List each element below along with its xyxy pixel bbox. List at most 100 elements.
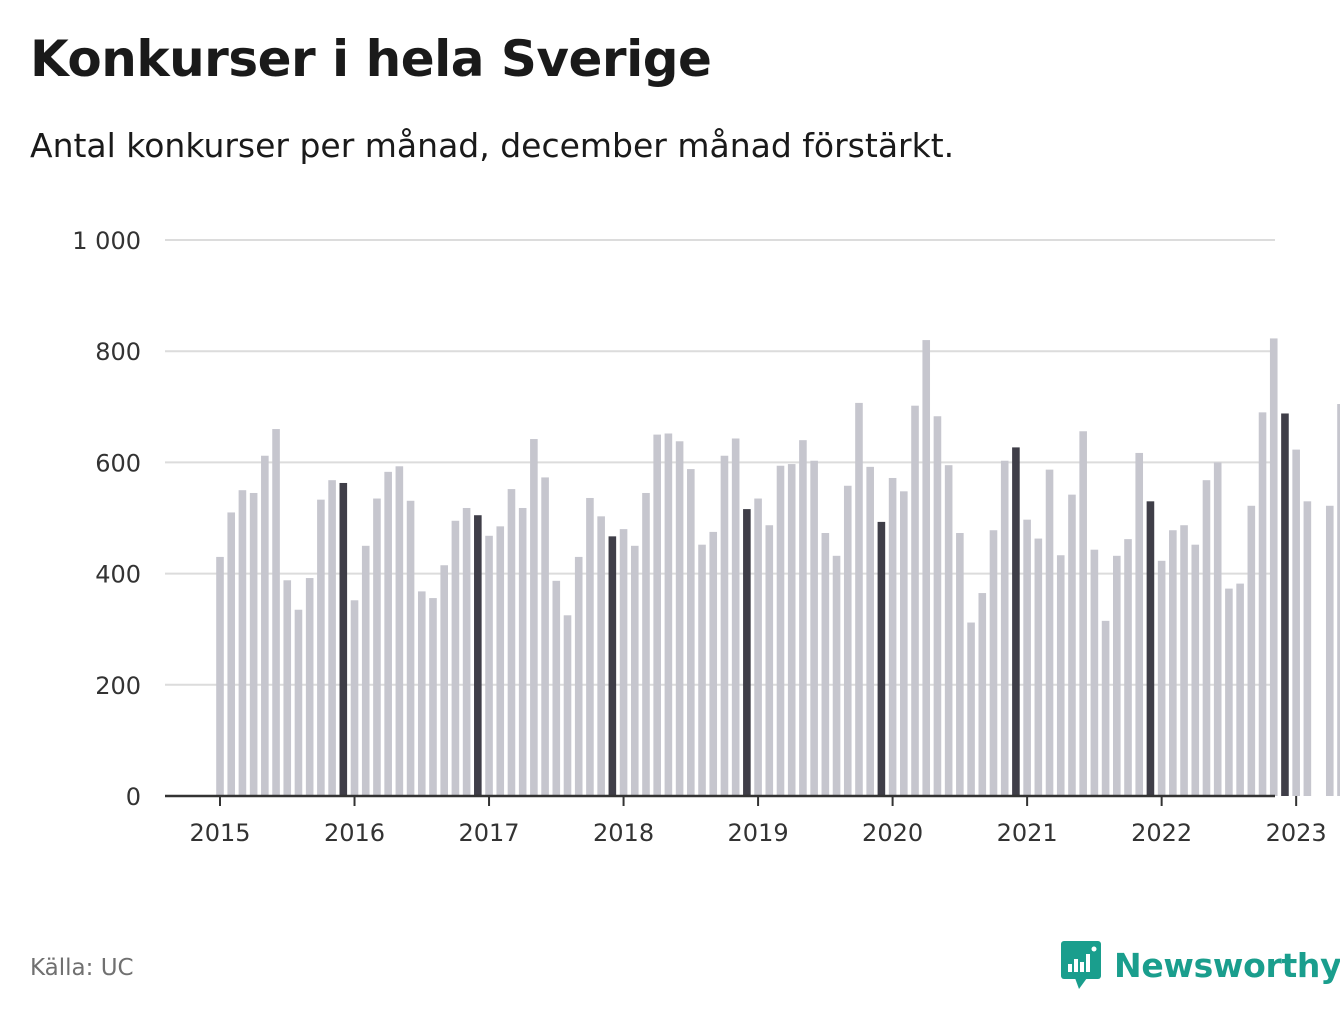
- bar: [485, 535, 493, 796]
- bar: [227, 512, 236, 796]
- x-tick-label: 2018: [593, 819, 654, 847]
- bar-december: [743, 509, 751, 796]
- x-tick-label: 2021: [997, 819, 1058, 847]
- bar: [709, 531, 718, 796]
- bar: [1258, 412, 1267, 796]
- bar: [597, 516, 605, 796]
- bar: [238, 490, 247, 796]
- bar: [1124, 539, 1132, 796]
- bar: [1180, 525, 1188, 796]
- bar: [361, 545, 370, 796]
- bar-december: [608, 536, 617, 796]
- bar: [967, 622, 975, 796]
- bar: [922, 340, 931, 796]
- bar: [619, 529, 628, 796]
- bar: [1056, 555, 1065, 796]
- bar: [787, 464, 796, 796]
- bar: [687, 469, 695, 796]
- bar-december: [1281, 413, 1289, 796]
- bar-december: [1146, 501, 1155, 796]
- bar: [765, 525, 774, 796]
- bar: [1101, 620, 1110, 796]
- bar: [956, 533, 964, 796]
- bar: [1225, 588, 1233, 796]
- bar: [989, 530, 998, 796]
- source-note: Källa: UC: [30, 955, 134, 981]
- bar: [429, 598, 437, 796]
- y-tick-label: 400: [95, 561, 141, 589]
- brand-name: Newsworthy: [1114, 945, 1340, 985]
- bar: [1034, 538, 1043, 796]
- bar: [496, 526, 505, 796]
- bar: [1191, 544, 1200, 796]
- bar: [978, 593, 987, 796]
- bar: [664, 433, 673, 796]
- bar: [888, 477, 897, 796]
- bar: [563, 615, 572, 796]
- bar: [395, 466, 404, 796]
- bar: [249, 492, 258, 796]
- bar: [653, 434, 661, 796]
- x-tick-label: 2022: [1131, 819, 1192, 847]
- bar: [328, 480, 336, 796]
- bar-chart: 0 200 400 600 800 1 000 2015 2016 2017 2018 2019 20…: [72, 227, 1340, 847]
- bar: [530, 439, 538, 796]
- bar-december: [339, 482, 348, 796]
- y-tick-label: 800: [95, 338, 141, 366]
- bar: [574, 556, 583, 796]
- bar: [855, 402, 863, 796]
- bar: [1247, 505, 1256, 796]
- bar: [810, 460, 818, 796]
- y-tick-label: 0: [126, 783, 141, 811]
- bar: [541, 477, 549, 796]
- bar: [754, 498, 762, 796]
- bar: [317, 499, 325, 796]
- bar: [518, 507, 527, 796]
- bar: [933, 416, 942, 796]
- bar: [911, 405, 919, 796]
- bar: [586, 497, 594, 796]
- bar: [731, 438, 740, 796]
- bar: [1325, 505, 1334, 796]
- bar: [440, 565, 448, 796]
- x-tick-label: 2019: [728, 819, 789, 847]
- bar: [776, 465, 785, 796]
- bar: [720, 455, 729, 796]
- x-tick-label: 2020: [862, 819, 923, 847]
- bar-december: [877, 521, 886, 796]
- bar: [843, 485, 852, 796]
- bar: [1292, 449, 1300, 796]
- bar: [944, 465, 953, 796]
- bar: [216, 556, 224, 796]
- x-tick-label: 2016: [324, 819, 385, 847]
- bar: [272, 429, 280, 796]
- bar: [675, 441, 684, 796]
- bar: [1113, 555, 1121, 796]
- bar: [1157, 560, 1166, 796]
- x-tick-label: 2015: [189, 819, 250, 847]
- bar: [283, 580, 292, 796]
- bar: [373, 498, 381, 796]
- bar: [384, 471, 392, 796]
- bar: [1213, 462, 1222, 796]
- bar: [1269, 338, 1278, 796]
- bar: [1000, 460, 1009, 796]
- newsworthy-logo: Newsworthy: [1060, 940, 1340, 990]
- x-tick-label: 2023: [1266, 819, 1327, 847]
- bar: [698, 544, 706, 796]
- bar: [406, 500, 415, 796]
- chart-speech-bubble-icon: [1061, 941, 1101, 989]
- y-tick-label: 1 000: [72, 227, 141, 255]
- bar: [1337, 404, 1340, 796]
- bar: [261, 455, 269, 796]
- bar: [1068, 494, 1076, 796]
- x-tick-label: 2017: [459, 819, 520, 847]
- bar: [630, 545, 639, 796]
- bar: [462, 507, 471, 796]
- bar: [1169, 530, 1177, 796]
- bar: [451, 520, 460, 796]
- bar: [552, 580, 561, 796]
- bar: [866, 466, 874, 796]
- chart-subtitle: Antal konkurser per månad, december måna…: [30, 126, 955, 165]
- bar: [1303, 501, 1312, 796]
